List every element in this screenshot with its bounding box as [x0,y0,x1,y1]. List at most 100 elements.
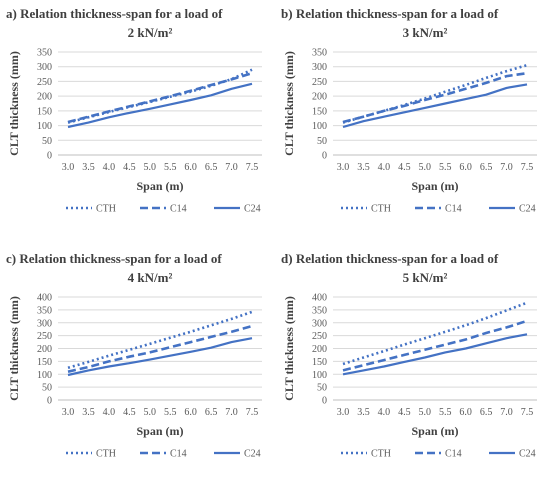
chart-title-line2: 4 kN/m² [128,270,173,285]
x-tick-label: 5.5 [164,162,177,173]
y-tick-label: 350 [312,48,327,59]
y-tick-label: 300 [312,62,327,73]
x-tick-label: 6.5 [480,407,493,418]
y-tick-label: 300 [37,318,52,329]
x-tick-label: 4.0 [378,407,391,418]
series-line-c14 [342,71,528,124]
series-line-c14 [342,319,528,372]
chart-d-svg: d) Relation thickness-span for a load of… [281,251,537,460]
legend-label-c14: C14 [170,449,187,460]
x-tick-label: 4.5 [123,407,136,418]
x-tick-label: 3.0 [337,407,350,418]
y-tick-label: 50 [42,136,52,147]
series-line-c24 [342,333,528,376]
x-axis-label: Span (m) [411,179,458,193]
x-tick-label: 6.0 [459,162,472,173]
x-tick-label: 6.0 [184,162,197,173]
x-tick-label: 6.0 [184,407,197,418]
chart-panel-d: d) Relation thickness-span for a load of… [275,245,550,490]
chart-panel-c: c) Relation thickness-span for a load of… [0,245,275,490]
chart-title: a) Relation thickness-span for a load of [6,6,223,21]
chart-title-line1: Relation thickness-span for a load of [20,6,223,21]
chart-b-svg: b) Relation thickness-span for a load of… [281,6,537,215]
x-axis-label: Span (m) [136,179,183,193]
y-tick-label: 400 [37,293,52,304]
chart-panel-a: a) Relation thickness-span for a load of… [0,0,275,245]
x-tick-label: 7.5 [246,407,259,418]
y-tick-label: 300 [312,318,327,329]
chart-a-svg: a) Relation thickness-span for a load of… [6,6,262,215]
x-tick-label: 6.0 [459,407,472,418]
chart-title-line2: 5 kN/m² [403,270,448,285]
x-tick-label: 3.5 [82,407,95,418]
y-tick-label: 50 [317,383,327,394]
y-tick-label: 200 [37,344,52,355]
y-tick-label: 350 [37,48,52,59]
y-tick-label: 100 [312,370,327,381]
x-tick-label: 4.5 [398,162,411,173]
chart-letter: c) [6,251,19,266]
x-tick-label: 7.0 [500,162,513,173]
x-tick-label: 3.5 [357,407,370,418]
x-tick-label: 6.5 [205,407,218,418]
series-line-cth [342,301,528,366]
y-axis-label: CLT thickness (mm) [282,51,296,156]
y-tick-label: 0 [47,151,52,162]
x-tick-label: 3.0 [337,162,350,173]
legend-label-cth: CTH [96,449,116,460]
series-line-c24 [67,337,253,377]
y-tick-label: 0 [322,396,327,407]
legend-label-c14: C14 [170,204,187,215]
chart-c-svg: c) Relation thickness-span for a load of… [6,251,262,460]
x-tick-label: 7.5 [521,407,534,418]
legend-label-cth: CTH [96,204,116,215]
y-tick-label: 50 [317,136,327,147]
x-tick-label: 3.0 [62,407,75,418]
y-tick-label: 350 [37,305,52,316]
chart-title-line2: 3 kN/m² [403,25,448,40]
x-tick-label: 5.0 [419,162,432,173]
chart-letter: d) [281,251,296,266]
chart-title-line2: 2 kN/m² [128,25,173,40]
y-tick-label: 300 [37,62,52,73]
y-tick-label: 150 [37,357,52,368]
y-tick-label: 0 [322,151,327,162]
x-tick-label: 4.0 [103,162,116,173]
legend-label-cth: CTH [371,204,391,215]
y-tick-label: 100 [37,370,52,381]
y-tick-label: 150 [312,106,327,117]
series-line-c24 [67,82,253,129]
y-axis-label: CLT thickness (mm) [7,51,21,156]
legend-label-c24: C24 [244,204,261,215]
x-tick-label: 3.5 [357,162,370,173]
x-tick-label: 7.0 [225,162,238,173]
y-tick-label: 250 [312,331,327,342]
chart-title-line1: Relation thickness-span for a load of [19,251,222,266]
y-tick-label: 250 [37,331,52,342]
chart-title: b) Relation thickness-span for a load of [281,6,499,21]
legend-label-c14: C14 [445,204,462,215]
x-tick-label: 5.0 [144,407,157,418]
y-tick-label: 250 [312,77,327,88]
y-tick-label: 50 [42,383,52,394]
y-tick-label: 0 [47,396,52,407]
x-tick-label: 7.5 [246,162,259,173]
y-tick-label: 100 [312,121,327,132]
chart-panel-b: b) Relation thickness-span for a load of… [275,0,550,245]
y-tick-label: 150 [37,106,52,117]
legend-label-c24: C24 [519,449,536,460]
series-line-cth [67,310,253,370]
x-tick-label: 5.5 [164,407,177,418]
chart-letter: b) [281,6,296,21]
legend-label-c24: C24 [244,449,261,460]
y-tick-label: 150 [312,357,327,368]
y-tick-label: 100 [37,121,52,132]
x-tick-label: 4.5 [123,162,136,173]
y-tick-label: 200 [37,92,52,103]
y-tick-label: 200 [312,92,327,103]
x-tick-label: 5.0 [419,407,432,418]
x-tick-label: 6.5 [205,162,218,173]
chart-title: d) Relation thickness-span for a load of [281,251,499,266]
x-axis-label: Span (m) [411,424,458,438]
x-tick-label: 6.5 [480,162,493,173]
